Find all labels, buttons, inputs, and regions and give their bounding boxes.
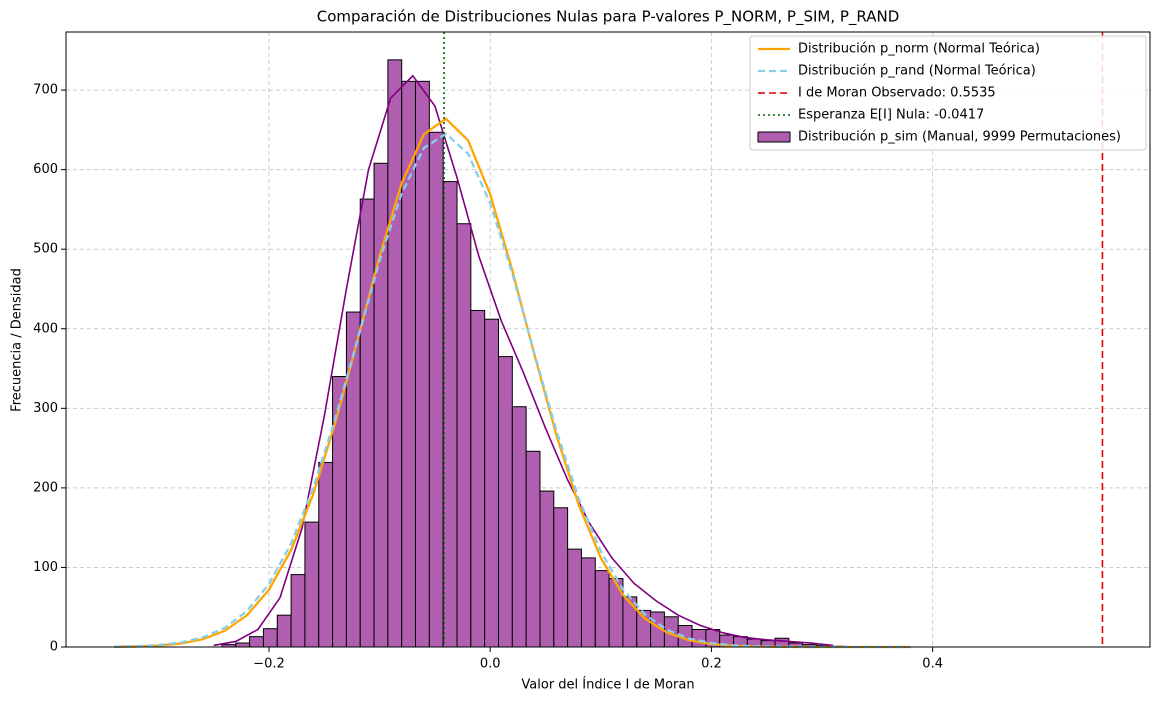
x-tick-label: −0.2 (253, 657, 285, 672)
x-tick-label: 0.0 (480, 657, 501, 672)
histogram-bar (428, 131, 444, 648)
legend-label: Distribución p_sim (Manual, 9999 Permuta… (798, 130, 1121, 145)
y-tick-label: 500 (33, 242, 58, 257)
histogram-bar (387, 59, 403, 648)
histogram-bar (276, 614, 292, 648)
legend-swatch (757, 131, 791, 143)
chart-title: Comparación de Distribuciones Nulas para… (317, 8, 900, 27)
legend-label: Distribución p_norm (Normal Teórica) (798, 42, 1040, 57)
histogram-bar (345, 311, 361, 648)
histogram-bar (442, 181, 458, 648)
legend-label: I de Moran Observado: 0.5535 (798, 86, 996, 101)
histogram-bar (470, 309, 486, 648)
histogram-bar (318, 461, 334, 648)
y-tick-label: 100 (33, 560, 58, 575)
y-axis-label: Frecuencia / Densidad (10, 268, 25, 412)
histogram-bar (262, 628, 278, 648)
x-tick-label: 0.4 (922, 657, 943, 672)
histogram-bar (484, 318, 499, 648)
y-tick-label: 300 (33, 401, 58, 416)
histogram-bar (525, 450, 541, 648)
legend-label: Esperanza E[I] Nula: -0.0417 (798, 108, 984, 123)
histogram-bar (497, 356, 513, 648)
legend-label: Distribución p_rand (Normal Teórica) (798, 64, 1036, 79)
y-tick-label: 600 (33, 162, 58, 177)
histogram-bar (415, 80, 430, 648)
histogram-bar (249, 636, 264, 648)
histogram-bar (553, 507, 569, 648)
histogram-bar (691, 628, 707, 648)
y-tick-label: 400 (33, 321, 58, 336)
histogram-bar (567, 548, 582, 648)
histogram-bar (235, 642, 251, 648)
plot-frame (65, 31, 1151, 648)
histogram-bar (511, 406, 527, 648)
histogram-bar (608, 578, 624, 648)
histogram-bar (539, 490, 555, 648)
legend-box (749, 35, 1147, 151)
x-axis-label: Valor del Índice I de Moran (521, 677, 694, 693)
histogram-bar (290, 574, 306, 648)
y-tick-label: 0 (50, 640, 58, 655)
histogram-bar (304, 521, 320, 648)
histogram-bar (456, 223, 472, 648)
y-tick-label: 700 (33, 83, 58, 98)
x-tick-label: 0.2 (701, 657, 722, 672)
histogram-bar (359, 198, 375, 648)
histogram-bar (594, 570, 610, 648)
kde-line (213, 74, 834, 647)
y-tick-label: 200 (33, 480, 58, 495)
histogram-bar (580, 557, 596, 648)
